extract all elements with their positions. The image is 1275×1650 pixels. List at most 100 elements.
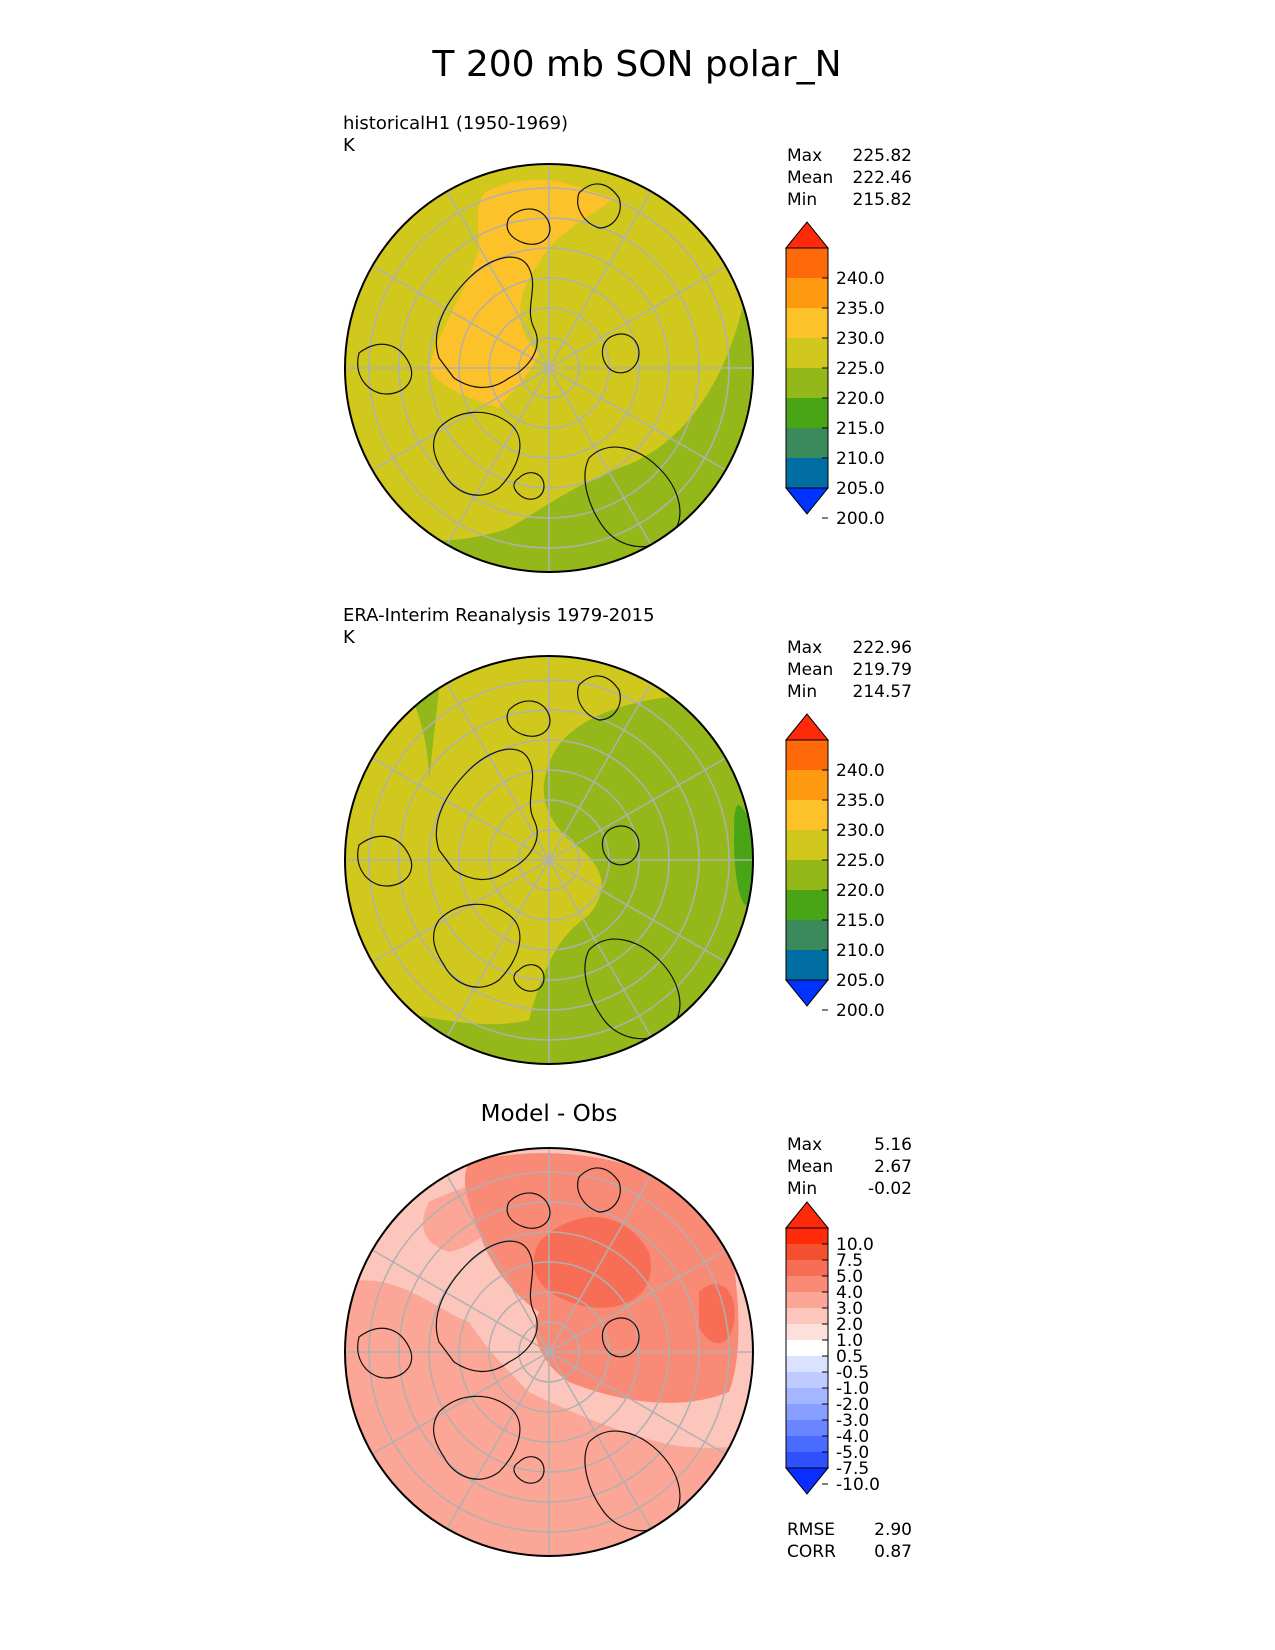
coastline (432, 1395, 521, 1480)
stat-label-min: Min (787, 1179, 817, 1199)
colorbar-tick-label: 205.0 (836, 479, 885, 499)
colorbar-segment (786, 890, 828, 921)
stat-value-max: 222.96 (853, 638, 912, 658)
stat-value-mean: 2.67 (874, 1157, 912, 1177)
colorbar-segment (786, 248, 828, 279)
colorbar-tick-label: -4.0 (836, 1427, 869, 1447)
colorbar-tick-label: 210.0 (836, 449, 885, 469)
colorbar-segment (786, 830, 828, 861)
colorbar-segment (786, 368, 828, 399)
colorbar-tick-label: 200.0 (836, 509, 885, 529)
colorbar-tick-label: 10.0 (836, 1235, 874, 1255)
colorbar-extend-min (784, 979, 830, 1007)
panel-title: ERA-Interim Reanalysis 1979-2015 (343, 605, 655, 626)
contour-region-2 (345, 656, 753, 1025)
meridian-line (446, 682, 550, 861)
metric-value-rmse: 2.90 (874, 1520, 912, 1540)
colorbar-tick-label: 215.0 (836, 419, 885, 439)
colorbar-segment (786, 800, 828, 831)
coastline (432, 903, 521, 988)
coastline (577, 1167, 621, 1213)
meridian-line (548, 367, 652, 546)
colorbar-segment (786, 1388, 828, 1405)
colorbar-tick-label: 240.0 (836, 761, 885, 781)
meridian-line (548, 1351, 727, 1455)
panel-title: Model - Obs (481, 1101, 618, 1127)
stat-label-max: Max (787, 638, 822, 658)
colorbar-segment (786, 1420, 828, 1437)
colorbar-tick-label: 4.0 (836, 1283, 863, 1303)
coastline (513, 472, 545, 500)
colorbar-segment (786, 1228, 828, 1245)
colorbar-tick-label: 225.0 (836, 359, 885, 379)
colorbar-tick-label: 210.0 (836, 941, 885, 961)
meridian-line (371, 1351, 550, 1455)
coastline (357, 343, 413, 395)
colorbar-tick-label: 215.0 (836, 911, 885, 931)
map-border (344, 163, 754, 573)
contour-region-2 (429, 179, 614, 408)
meridian-line (446, 367, 550, 546)
meridian-line (371, 265, 550, 369)
coastline (506, 1192, 551, 1229)
colorbar-tick-label: -2.0 (836, 1395, 869, 1415)
coastline (357, 835, 413, 887)
meridian-line (548, 1351, 652, 1530)
colorbar-segment (786, 1292, 828, 1309)
colorbar-segment (786, 1452, 828, 1469)
stat-value-mean: 219.79 (853, 660, 912, 680)
coastline (601, 825, 640, 866)
meridian-line (548, 1174, 652, 1353)
coastline (506, 700, 551, 737)
colorbar-segment (786, 1324, 828, 1341)
graticule (345, 656, 753, 1064)
units-label: K (343, 627, 356, 648)
coastlines (357, 675, 681, 1040)
colorbar-segment (786, 740, 828, 771)
coastline (601, 1317, 640, 1358)
colorbar-segment (786, 1308, 828, 1325)
meridian-line (548, 367, 727, 471)
colorbar-extend-max (784, 221, 830, 249)
meridian-line (371, 757, 550, 861)
colorbar-tick-label: -5.0 (836, 1443, 869, 1463)
colorbar-tick-label: 200.0 (836, 1001, 885, 1021)
metric-label-rmse: RMSE (787, 1520, 835, 1540)
colorbar-segment (786, 920, 828, 951)
map-border (344, 1147, 754, 1557)
stat-value-max: 225.82 (853, 146, 912, 166)
colorbar-tick-label: 0.5 (836, 1347, 863, 1367)
meridian-line (548, 1249, 727, 1353)
colorbar-tick-label: 5.0 (836, 1267, 863, 1287)
coastline (513, 964, 545, 992)
colorbar-tick-label: 235.0 (836, 299, 885, 319)
metric-label-corr: CORR (787, 1542, 836, 1562)
colorbar-tick-label: -10.0 (836, 1475, 880, 1495)
coastline (435, 748, 538, 880)
stat-label-mean: Mean (787, 168, 833, 188)
meridian-line (371, 367, 550, 471)
colorbar-segment (786, 338, 828, 369)
colorbar-segment (786, 428, 828, 459)
colorbar-segment (786, 458, 828, 489)
stat-value-min: 214.57 (853, 682, 912, 702)
colorbar-tick-label: -0.5 (836, 1363, 869, 1383)
colorbar-extend-max (784, 1201, 830, 1229)
colorbar-segment (786, 1276, 828, 1293)
meridian-line (548, 859, 652, 1038)
colorbar-segment (786, 1436, 828, 1453)
colorbar-tick-label: 235.0 (836, 791, 885, 811)
colorbar-segment (786, 1356, 828, 1373)
colorbar-segment (786, 1260, 828, 1277)
colorbar-tick-label: 240.0 (836, 269, 885, 289)
colorbar-extend-max (784, 713, 830, 741)
stat-value-min: -0.02 (868, 1179, 912, 1199)
colorbar-segment (786, 398, 828, 429)
coastline (357, 1327, 413, 1379)
map-area (345, 164, 753, 572)
colorbar-segment (786, 278, 828, 309)
meridian-line (548, 757, 727, 861)
coastline (435, 1240, 538, 1372)
stat-label-mean: Mean (787, 660, 833, 680)
